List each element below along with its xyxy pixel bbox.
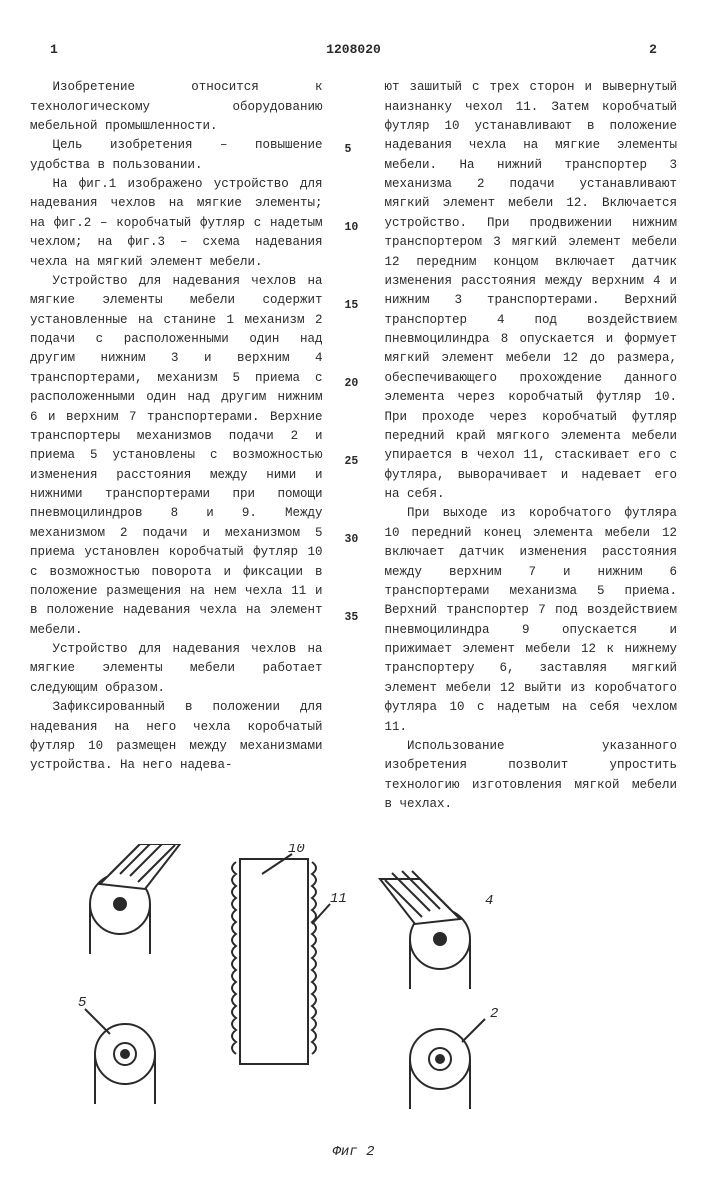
para: Устройство для надевания чехлов на мягки… [30,640,323,698]
line-marker: 20 [345,375,359,393]
text-columns: Изобретение относится к технологическому… [30,78,677,814]
para: ют зашитый с трех сторон и вывернутый на… [385,78,678,504]
roller-top-right [380,871,470,989]
figure-svg: 5 10 11 4 2 [30,844,550,1134]
line-marker: 5 [345,141,352,159]
para: Цель изобретения – повышение удобства в … [30,136,323,175]
para: Устройство для надевания чехлов на мягки… [30,272,323,640]
figure-caption: Фиг 2 [30,1142,677,1164]
callout: 10 [288,844,305,857]
right-column: ют зашитый с трех сторон и вывернутый на… [385,78,678,814]
para: При выходе из коробчатого футляра 10 пер… [385,504,678,737]
callout: 5 [78,995,87,1011]
roller-top-left [90,844,180,954]
line-marker: 30 [345,531,359,549]
doc-number: 1208020 [326,40,381,60]
para: На фиг.1 изображено устройство для надев… [30,175,323,272]
line-marker: 25 [345,453,359,471]
page-num-left: 1 [50,40,58,60]
line-marker: 35 [345,609,359,627]
figure-2: 5 10 11 4 2 Фиг 2 [30,844,677,1164]
page-header: 1 1208020 2 [30,40,677,60]
page-num-right: 2 [649,40,657,60]
line-marker: 15 [345,297,359,315]
line-number-markers: 5 10 15 20 25 30 35 [345,78,363,814]
para: Использование указанного изобретения поз… [385,737,678,815]
box-case [232,854,330,1064]
left-column: Изобретение относится к технологическому… [30,78,323,814]
para: Зафиксированный в положении для надевани… [30,698,323,776]
para: Изобретение относится к технологическому… [30,78,323,136]
callout: 4 [485,893,493,909]
line-marker: 10 [345,219,359,237]
roller-bottom-left [85,1009,155,1104]
roller-bottom-right [410,1019,485,1109]
callout: 2 [490,1006,498,1022]
callout: 11 [330,891,347,907]
